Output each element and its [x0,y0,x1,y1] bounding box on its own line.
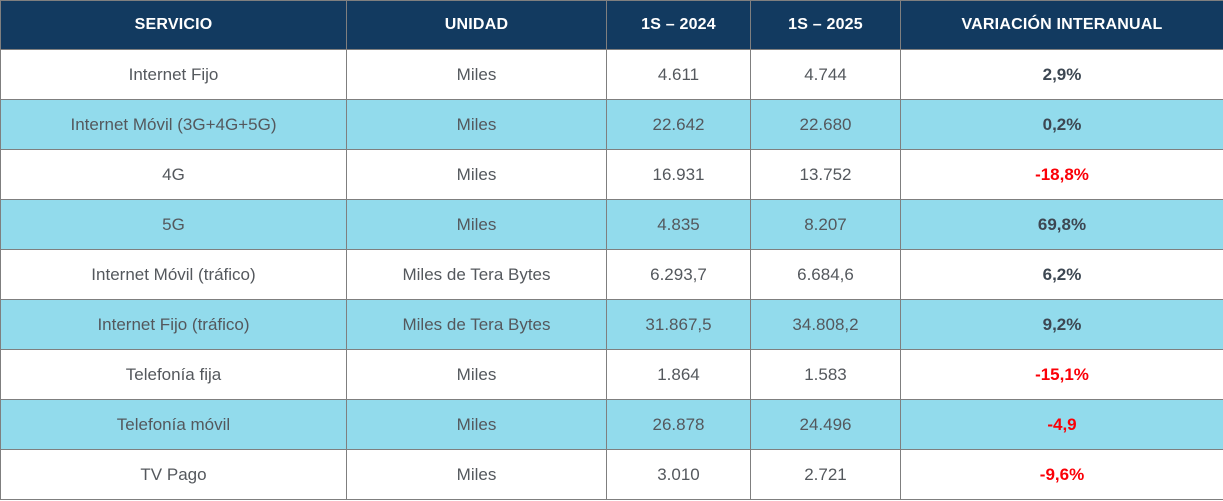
cell-variacion: 0,2% [900,99,1223,150]
cell-unidad: Miles de Tera Bytes [346,299,607,350]
cell-1s-2025: 8.207 [750,199,901,250]
table-row: Internet Fijo Miles 4.611 4.744 2,9% [0,49,1223,100]
cell-1s-2025: 13.752 [750,149,901,200]
cell-variacion: -4,9 [900,399,1223,450]
cell-variacion: -9,6% [900,449,1223,500]
cell-1s-2025: 6.684,6 [750,249,901,300]
table-body: Internet Fijo Miles 4.611 4.744 2,9% Int… [0,49,1223,500]
cell-unidad: Miles [346,449,607,500]
cell-unidad: Miles [346,199,607,250]
column-header-unidad: UNIDAD [346,0,607,50]
cell-servicio: Internet Móvil (3G+4G+5G) [0,99,347,150]
cell-1s-2024: 1.864 [606,349,751,400]
cell-unidad: Miles [346,149,607,200]
cell-1s-2024: 4.835 [606,199,751,250]
cell-variacion: 6,2% [900,249,1223,300]
cell-variacion: 2,9% [900,49,1223,100]
column-header-1s-2024: 1S – 2024 [606,0,751,50]
cell-unidad: Miles [346,49,607,100]
cell-unidad: Miles [346,99,607,150]
cell-servicio: Telefonía fija [0,349,347,400]
cell-1s-2024: 4.611 [606,49,751,100]
cell-unidad: Miles de Tera Bytes [346,249,607,300]
cell-variacion: 9,2% [900,299,1223,350]
cell-variacion: -15,1% [900,349,1223,400]
column-header-servicio: SERVICIO [0,0,347,50]
table-row: Internet Móvil (3G+4G+5G) Miles 22.642 2… [0,99,1223,150]
cell-1s-2024: 3.010 [606,449,751,500]
cell-1s-2025: 24.496 [750,399,901,450]
cell-1s-2024: 31.867,5 [606,299,751,350]
cell-servicio: Internet Fijo [0,49,347,100]
cell-unidad: Miles [346,349,607,400]
cell-1s-2025: 4.744 [750,49,901,100]
cell-servicio: TV Pago [0,449,347,500]
cell-variacion: 69,8% [900,199,1223,250]
table-row: Internet Móvil (tráfico) Miles de Tera B… [0,249,1223,300]
cell-unidad: Miles [346,399,607,450]
cell-servicio: Internet Fijo (tráfico) [0,299,347,350]
cell-servicio: 5G [0,199,347,250]
table-row: 5G Miles 4.835 8.207 69,8% [0,199,1223,250]
cell-1s-2024: 16.931 [606,149,751,200]
cell-servicio: Telefonía móvil [0,399,347,450]
cell-1s-2025: 22.680 [750,99,901,150]
cell-1s-2024: 22.642 [606,99,751,150]
column-header-1s-2025: 1S – 2025 [750,0,901,50]
table-row: Internet Fijo (tráfico) Miles de Tera By… [0,299,1223,350]
header-row: SERVICIO UNIDAD 1S – 2024 1S – 2025 VARI… [0,0,1223,50]
column-header-variacion: VARIACIÓN INTERANUAL [900,0,1223,50]
cell-1s-2025: 1.583 [750,349,901,400]
table-row: Telefonía móvil Miles 26.878 24.496 -4,9 [0,399,1223,450]
cell-1s-2024: 26.878 [606,399,751,450]
cell-variacion: -18,8% [900,149,1223,200]
table-row: TV Pago Miles 3.010 2.721 -9,6% [0,449,1223,500]
cell-1s-2025: 34.808,2 [750,299,901,350]
cell-1s-2024: 6.293,7 [606,249,751,300]
table-row: Telefonía fija Miles 1.864 1.583 -15,1% [0,349,1223,400]
table-row: 4G Miles 16.931 13.752 -18,8% [0,149,1223,200]
cell-1s-2025: 2.721 [750,449,901,500]
cell-servicio: Internet Móvil (tráfico) [0,249,347,300]
cell-servicio: 4G [0,149,347,200]
